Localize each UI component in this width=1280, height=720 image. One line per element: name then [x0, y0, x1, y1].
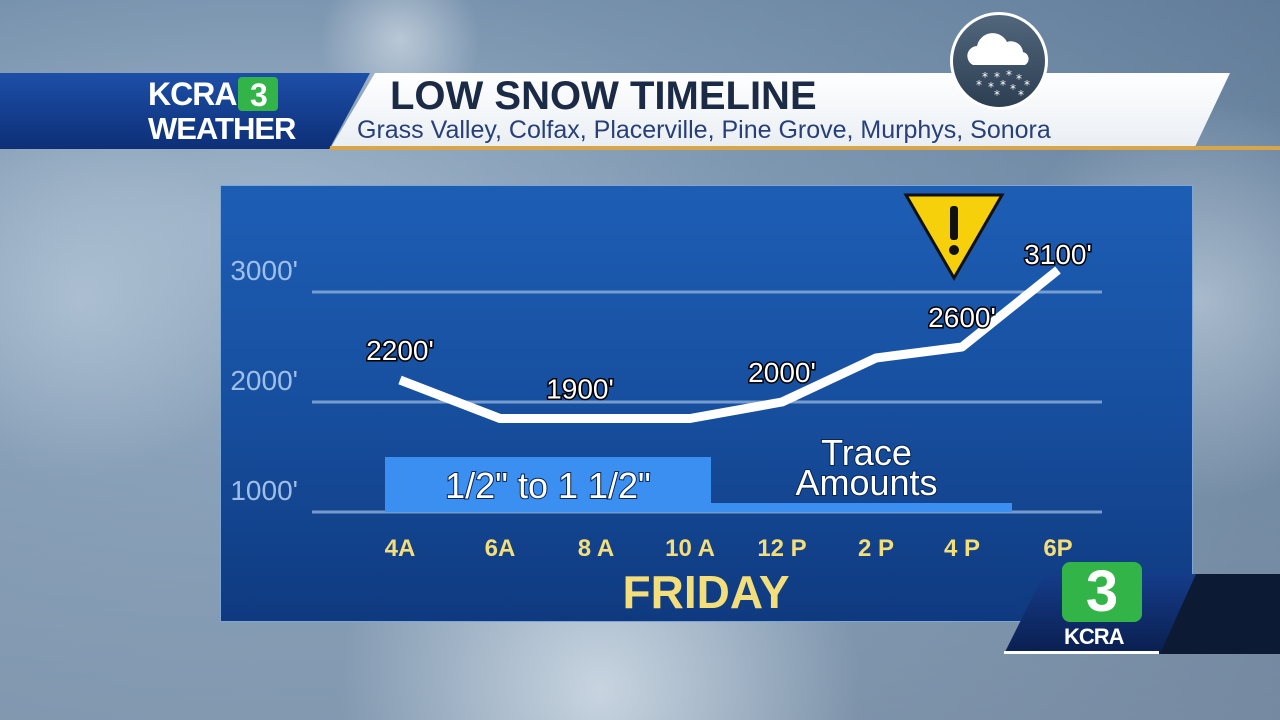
data-label: 3100' — [1024, 239, 1092, 270]
kcra-logo: KCRA 3 — [148, 76, 279, 113]
day-label: FRIDAY — [623, 566, 790, 618]
corner-channel-3-logo: 3 — [1062, 562, 1142, 622]
band-label-trace-line2: Amounts — [795, 462, 937, 503]
y-tick-label: 3000' — [230, 255, 298, 286]
brand-banner — [0, 73, 370, 149]
x-tick-label: 2 P — [858, 535, 894, 562]
svg-text:*: * — [994, 70, 1000, 84]
x-tick-label: 6P — [1043, 535, 1072, 562]
svg-text:*: * — [994, 88, 1000, 102]
weather-label: WEATHER — [148, 111, 296, 146]
svg-text:*: * — [982, 70, 988, 84]
snow-cloud-icon: * * * * * * * * * * * — [950, 12, 1048, 110]
x-tick-label: 6A — [485, 535, 516, 562]
channel-3-badge: 3 — [238, 77, 279, 113]
x-tick-label: 8 A — [578, 535, 614, 562]
x-tick-label: 4A — [385, 535, 416, 562]
y-tick-label: 1000' — [230, 475, 298, 506]
svg-text:*: * — [1018, 88, 1024, 102]
band-label-trace-line1: Trace — [821, 432, 912, 473]
locations-subtitle: Grass Valley, Colfax, Placerville, Pine … — [357, 116, 1051, 144]
svg-text:*: * — [1024, 78, 1030, 92]
warning-triangle-icon — [903, 193, 1005, 281]
svg-text:*: * — [1016, 72, 1022, 86]
snow-band-trace — [711, 503, 1012, 512]
snow-band-heavy — [385, 457, 711, 512]
data-label: 2000' — [748, 357, 816, 388]
y-tick-label: 2000' — [230, 365, 298, 396]
title-banner — [330, 73, 1230, 149]
page-title: LOW SNOW TIMELINE — [390, 74, 817, 118]
svg-text:*: * — [976, 78, 982, 92]
data-label: 2600' — [928, 302, 996, 333]
x-tick-label: 4 P — [944, 535, 980, 562]
band-label-heavy: 1/2" to 1 1/2" — [445, 465, 651, 506]
corner-underline — [1004, 651, 1159, 654]
x-tick-label: 10 A — [665, 535, 715, 562]
data-label: 1900' — [546, 374, 614, 405]
x-tick-label: 12 P — [757, 535, 806, 562]
svg-text:*: * — [1006, 68, 1012, 82]
banner-accent-line — [330, 146, 1280, 150]
svg-text:*: * — [1010, 82, 1016, 96]
svg-text:*: * — [988, 80, 994, 94]
corner-kcra-text: KCRA — [1064, 624, 1125, 649]
brand-name: KCRA — [148, 76, 237, 112]
svg-text:*: * — [1000, 78, 1006, 92]
snow-level-line — [398, 266, 1061, 423]
data-label: 2200' — [366, 335, 434, 366]
